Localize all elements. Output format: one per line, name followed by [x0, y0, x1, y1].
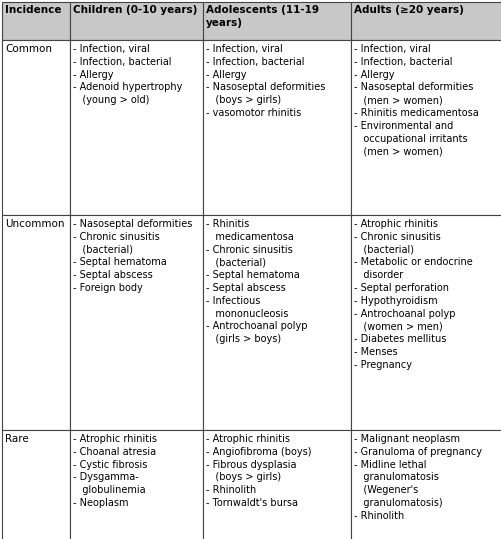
- Text: - Atrophic rhinitis
- Choanal atresia
- Cystic fibrosis
- Dysgamma-
   globuline: - Atrophic rhinitis - Choanal atresia - …: [73, 434, 157, 508]
- Bar: [2, 215, 70, 430]
- Bar: [351, 40, 501, 215]
- Text: Children (0-10 years): Children (0-10 years): [73, 5, 197, 15]
- Bar: [2, 430, 70, 539]
- Text: Adolescents (11-19
years): Adolescents (11-19 years): [206, 5, 319, 28]
- Bar: [70, 215, 203, 430]
- Bar: [70, 2, 203, 40]
- Text: - Atrophic rhinitis
- Angiofibroma (boys)
- Fibrous dysplasia
   (boys > girls)
: - Atrophic rhinitis - Angiofibroma (boys…: [206, 434, 312, 508]
- Bar: [2, 2, 70, 40]
- Bar: [203, 430, 351, 539]
- Text: - Rhinitis
   medicamentosa
- Chronic sinusitis
   (bacterial)
- Septal hematoma: - Rhinitis medicamentosa - Chronic sinus…: [206, 219, 308, 344]
- Bar: [2, 40, 70, 215]
- Bar: [70, 430, 203, 539]
- Text: - Infection, viral
- Infection, bacterial
- Allergy
- Nasoseptal deformities
   : - Infection, viral - Infection, bacteria…: [206, 44, 325, 118]
- Bar: [351, 430, 501, 539]
- Text: - Nasoseptal deformities
- Chronic sinusitis
   (bacterial)
- Septal hematoma
- : - Nasoseptal deformities - Chronic sinus…: [73, 219, 192, 293]
- Text: - Atrophic rhinitis
- Chronic sinusitis
   (bacterial)
- Metabolic or endocrine
: - Atrophic rhinitis - Chronic sinusitis …: [354, 219, 473, 370]
- Text: Uncommon: Uncommon: [5, 219, 65, 229]
- Text: Adults (≥20 years): Adults (≥20 years): [354, 5, 464, 15]
- Text: - Infection, viral
- Infection, bacterial
- Allergy
- Adenoid hypertrophy
   (yo: - Infection, viral - Infection, bacteria…: [73, 44, 182, 105]
- Bar: [351, 215, 501, 430]
- Bar: [351, 2, 501, 40]
- Text: Incidence: Incidence: [5, 5, 62, 15]
- Bar: [203, 215, 351, 430]
- Text: Rare: Rare: [5, 434, 29, 444]
- Text: - Malignant neoplasm
- Granuloma of pregnancy
- Midline lethal
   granulomatosis: - Malignant neoplasm - Granuloma of preg…: [354, 434, 482, 521]
- Bar: [70, 40, 203, 215]
- Text: Common: Common: [5, 44, 52, 54]
- Bar: [203, 2, 351, 40]
- Text: - Infection, viral
- Infection, bacterial
- Allergy
- Nasoseptal deformities
   : - Infection, viral - Infection, bacteria…: [354, 44, 479, 156]
- Bar: [203, 40, 351, 215]
